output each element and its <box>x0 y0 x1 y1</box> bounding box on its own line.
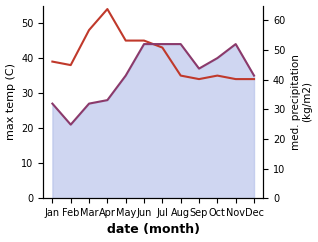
Y-axis label: med. precipitation
(kg/m2): med. precipitation (kg/m2) <box>291 54 313 150</box>
X-axis label: date (month): date (month) <box>107 223 200 236</box>
Y-axis label: max temp (C): max temp (C) <box>5 63 16 140</box>
